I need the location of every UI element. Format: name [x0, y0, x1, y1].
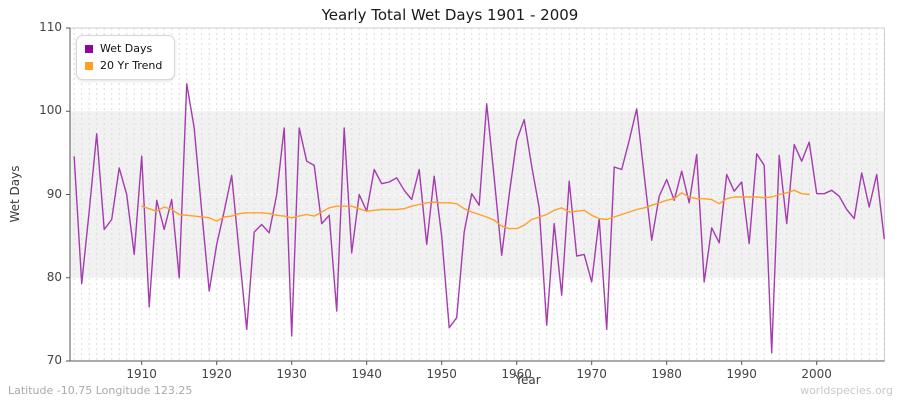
legend-label-trend: 20 Yr Trend [100, 59, 163, 72]
x-tick-label: 1960 [501, 367, 532, 381]
chart-title: Yearly Total Wet Days 1901 - 2009 [321, 6, 579, 24]
trend-swatch-icon [85, 61, 93, 70]
x-tick-label: 1940 [351, 367, 382, 381]
x-tick-label: 1980 [651, 367, 682, 381]
y-tick-label: 80 [46, 269, 62, 284]
x-tick-label: 1990 [726, 367, 757, 381]
coordinates-caption: Latitude -10.75 Longitude 123.25 [8, 384, 193, 397]
x-tick-label: 1950 [426, 367, 457, 381]
legend-item-wet-days: Wet Days [85, 40, 162, 57]
x-tick-label: 1910 [126, 367, 157, 381]
x-tick-label: 1920 [201, 367, 232, 381]
watermark: worldspecies.org [800, 384, 893, 397]
y-tick-label: 70 [46, 353, 62, 367]
wet-days-swatch-icon [85, 44, 93, 53]
y-tick-label: 110 [39, 20, 62, 34]
x-axis-label: Year [515, 373, 541, 387]
legend-item-trend: 20 Yr Trend [85, 57, 162, 74]
x-tick-label: 1930 [276, 367, 307, 381]
trend-line [140, 189, 810, 230]
legend-label-wet-days: Wet Days [100, 42, 153, 55]
y-tick-label: 90 [46, 186, 62, 201]
y-tick-label: 100 [39, 103, 62, 118]
x-tick-label: 2000 [801, 367, 832, 381]
wet-days-line [73, 83, 885, 354]
legend: Wet Days 20 Yr Trend [76, 35, 176, 80]
x-tick-label: 1970 [576, 367, 607, 381]
